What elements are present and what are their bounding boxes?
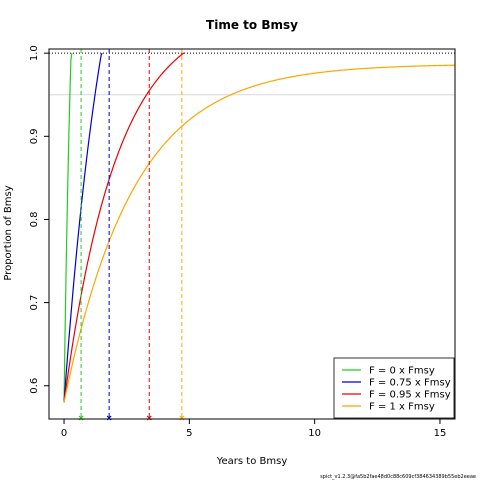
x-tick-label: 10 [308, 428, 321, 439]
y-tick-label: 1.0 [29, 45, 40, 61]
x-tick-label: 0 [61, 428, 67, 439]
y-tick-label: 0.7 [29, 295, 40, 311]
y-tick-label: 0.9 [29, 128, 40, 144]
chart-title: Time to Bmsy [206, 18, 298, 32]
series-line-3 [63, 64, 455, 403]
series-line-2 [63, 52, 185, 403]
y-tick-label: 0.8 [29, 211, 40, 227]
x-tick-label: 5 [186, 428, 192, 439]
legend-label-3: F = 1 x Fmsy [369, 402, 435, 413]
legend-label-2: F = 0.95 x Fmsy [369, 390, 451, 401]
series-line-1 [63, 52, 103, 403]
legend-box [333, 357, 455, 419]
x-axis-label: Years to Bmsy [216, 456, 288, 467]
curves-group [63, 52, 455, 403]
y-axis-label: Proportion of Bmsy [3, 185, 14, 280]
legend-label-0: F = 0 x Fmsy [369, 366, 435, 377]
plot-frame [48, 48, 456, 420]
version-footnote: spict_v1.2.3@fa5b2fae48d0c88c609cf384634… [320, 474, 476, 480]
x-tick-label: 15 [434, 428, 447, 439]
legend-label-1: F = 0.75 x Fmsy [369, 378, 451, 389]
series-line-0 [63, 53, 73, 403]
y-tick-label: 0.6 [29, 378, 40, 394]
